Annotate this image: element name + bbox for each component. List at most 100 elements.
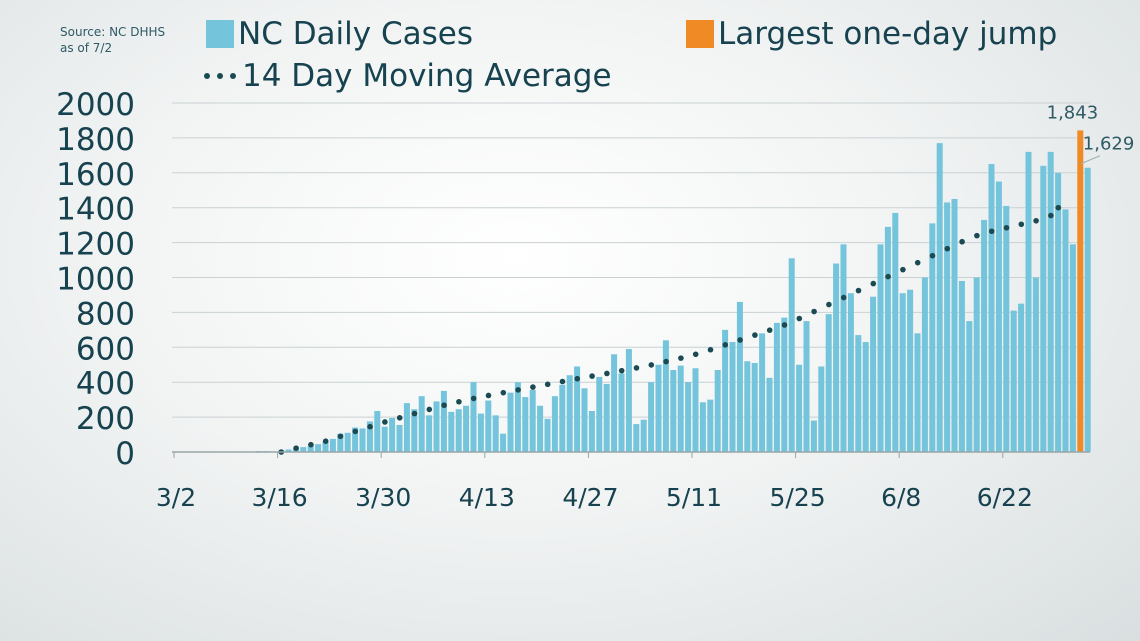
daily-case-bar <box>803 321 810 452</box>
daily-case-bar <box>640 419 647 452</box>
moving-average-dot <box>900 266 906 273</box>
data-label-latest: 1,629 <box>1083 134 1135 155</box>
legend-item-largest: Largest one-day jump <box>686 16 1057 52</box>
daily-case-bar <box>648 382 655 452</box>
daily-case-bar <box>566 375 573 452</box>
moving-average-dot <box>840 294 847 301</box>
moving-average-dot <box>826 301 832 308</box>
moving-average-dot <box>1048 212 1054 219</box>
daily-case-bar <box>1084 167 1091 452</box>
legend-label-average: 14 Day Moving Average <box>242 58 612 94</box>
daily-case-bar <box>396 424 403 452</box>
daily-case-bar <box>411 409 418 452</box>
moving-average-dot <box>781 322 788 328</box>
y-tick-label: 1400 <box>56 192 135 228</box>
daily-case-bar <box>736 301 743 452</box>
moving-average-dot <box>530 384 536 390</box>
daily-case-bar <box>744 361 751 452</box>
moving-average-dot <box>396 414 403 421</box>
daily-case-bar <box>359 428 366 452</box>
daily-case-bar <box>1055 172 1062 453</box>
daily-case-bar <box>966 321 973 452</box>
moving-average-dot <box>500 389 507 396</box>
daily-case-bar <box>1032 277 1039 452</box>
y-tick-label: 2000 <box>56 87 135 123</box>
moving-average-dot <box>604 370 610 377</box>
largest-jump-bar <box>1077 130 1084 453</box>
moving-average-dots <box>278 204 1062 455</box>
daily-case-bar <box>788 258 795 452</box>
daily-case-bar <box>366 421 373 452</box>
moving-average-dot <box>678 355 684 361</box>
y-tick-label: 1800 <box>56 122 135 158</box>
moving-average-dot <box>411 410 418 417</box>
daily-case-bar <box>588 410 595 452</box>
daily-case-bar <box>766 377 773 452</box>
daily-case-bar <box>951 198 958 452</box>
daily-case-bar <box>921 277 928 452</box>
moving-average-dot <box>1003 224 1010 231</box>
daily-case-bar <box>418 396 425 452</box>
source-note: Source: NC DHHS as of 7/2 <box>60 24 165 56</box>
daily-case-bar <box>581 388 588 452</box>
x-tick-label: 4/13 <box>459 483 515 512</box>
daily-case-bar <box>855 335 862 452</box>
source-line: Source: NC DHHS <box>60 25 166 39</box>
daily-case-bar <box>751 363 758 452</box>
daily-case-bar <box>899 293 906 452</box>
daily-case-bar <box>463 405 470 452</box>
daily-case-bar <box>825 314 832 452</box>
daily-case-bar <box>907 289 914 452</box>
moving-average-dot <box>974 232 980 239</box>
x-tick-label: 5/25 <box>770 483 826 512</box>
daily-case-bar <box>670 369 677 452</box>
moving-average-dot <box>574 375 581 382</box>
moving-average-dot <box>559 378 566 385</box>
daily-case-bar <box>389 417 396 452</box>
daily-case-bar <box>500 433 507 452</box>
daily-case-bar <box>492 415 499 452</box>
moving-average-dot <box>929 252 936 259</box>
moving-average-dot <box>485 392 492 399</box>
daily-case-bar <box>337 433 344 452</box>
daily-case-bar <box>633 424 640 452</box>
daily-case-bar <box>455 409 462 452</box>
moving-average-dot <box>441 402 447 409</box>
daily-case-bar <box>818 366 825 452</box>
as-of-line: as of 7/2 <box>60 41 113 55</box>
moving-average-dot <box>885 273 891 280</box>
x-axis-tick-labels: 3/2 3/16 3/30 4/13 4/27 5/11 5/25 6/8 6/22 <box>156 452 1033 512</box>
daily-case-bar <box>707 399 714 452</box>
moving-average-dot <box>959 238 965 245</box>
daily-case-bar <box>722 329 729 452</box>
moving-average-dot <box>589 373 595 379</box>
daily-case-bar <box>374 410 381 452</box>
moving-average-dot <box>1055 204 1062 211</box>
daily-case-bar <box>796 364 803 452</box>
daily-case-bar <box>522 397 529 452</box>
daily-case-bar <box>958 280 965 452</box>
moving-average-dot <box>1018 221 1025 228</box>
moving-average-dot <box>382 419 388 425</box>
moving-average-dot <box>796 315 803 322</box>
moving-average-dot <box>692 351 699 358</box>
daily-case-bar <box>981 219 988 452</box>
legend-swatch-largest <box>686 20 714 48</box>
daily-case-bar <box>892 212 899 452</box>
legend-item-daily: NC Daily Cases <box>206 16 473 52</box>
daily-case-bar <box>685 382 692 452</box>
moving-average-dot <box>707 346 714 353</box>
data-label-largest: 1,843 <box>1047 102 1099 123</box>
daily-case-bar <box>862 342 869 452</box>
legend-label-daily: NC Daily Cases <box>238 16 473 52</box>
daily-case-bar <box>300 447 307 452</box>
x-tick-label: 3/16 <box>252 483 308 512</box>
y-tick-label: 1600 <box>56 157 135 193</box>
moving-average-dot <box>456 398 462 405</box>
daily-case-bar <box>1018 303 1025 452</box>
daily-case-bar <box>448 411 455 452</box>
daily-case-bar <box>973 277 980 452</box>
daily-case-bar <box>352 427 359 452</box>
daily-case-bar <box>329 438 336 452</box>
x-tick-label: 3/30 <box>355 483 411 512</box>
